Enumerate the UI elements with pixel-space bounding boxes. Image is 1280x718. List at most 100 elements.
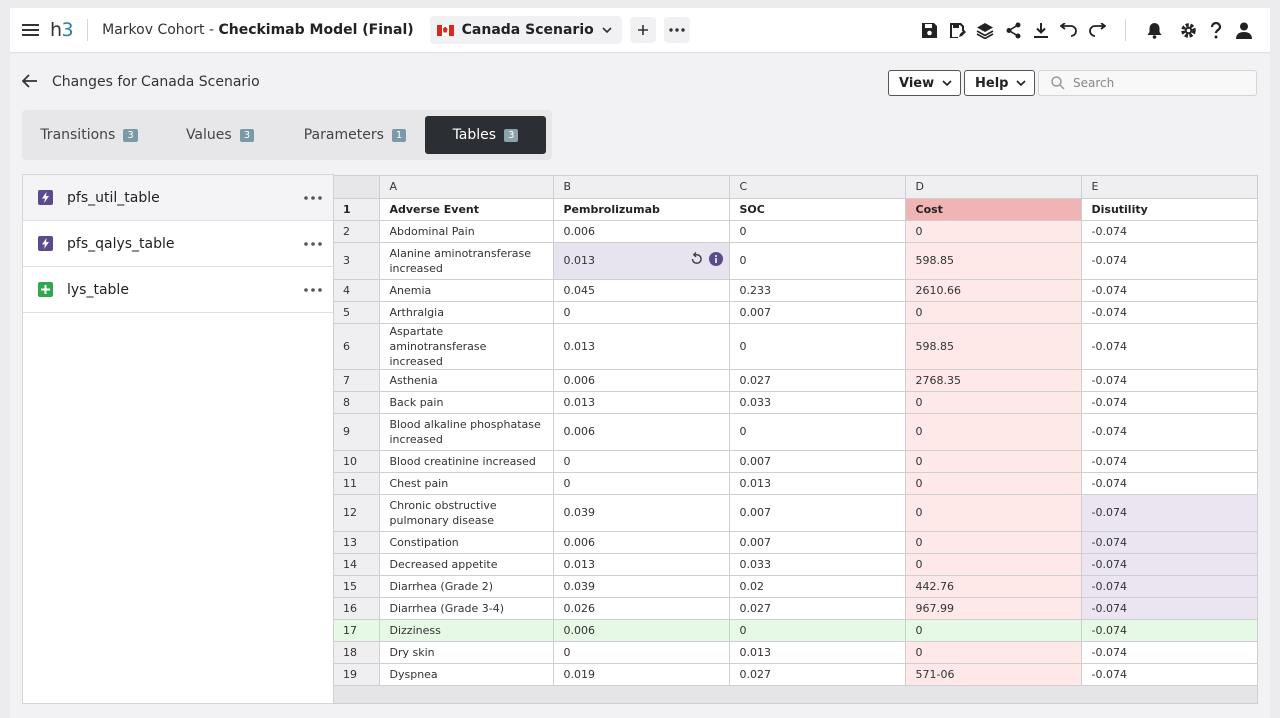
grid-cell[interactable]: 0 <box>729 619 906 642</box>
grid-cell[interactable]: 442.76 <box>905 575 1082 598</box>
grid-cell[interactable]: Diarrhea (Grade 3-4) <box>379 597 554 620</box>
grid-cell[interactable]: 0.026 <box>553 597 730 620</box>
grid-cell[interactable]: 0.013 <box>729 641 906 664</box>
tab-parameters[interactable]: Parameters 1 <box>294 116 416 154</box>
grid-cell[interactable]: 0.233 <box>729 279 906 302</box>
menu-icon[interactable] <box>22 23 40 37</box>
grid-cell[interactable]: 0.007 <box>729 494 906 532</box>
undo-icon[interactable] <box>1055 16 1083 44</box>
grid-cell[interactable]: -0.074 <box>1081 242 1258 280</box>
list-item-pfs-qalys-table[interactable]: pfs_qalys_table <box>23 221 334 267</box>
grid-cell[interactable]: Pembrolizumab <box>553 198 730 221</box>
grid-cell[interactable]: -0.074 <box>1081 413 1258 451</box>
grid-cell[interactable]: 0 <box>905 450 1082 473</box>
grid-cell[interactable]: 0 <box>905 413 1082 451</box>
list-item-pfs-util-table[interactable]: pfs_util_table <box>23 175 334 221</box>
grid-cell[interactable]: 0 <box>905 391 1082 414</box>
grid-cell[interactable]: 0.045 <box>553 279 730 302</box>
column-header[interactable]: D <box>905 176 1082 199</box>
back-arrow-icon[interactable] <box>22 74 38 88</box>
column-header[interactable]: E <box>1081 176 1258 199</box>
grid-cell[interactable]: 0.027 <box>729 369 906 392</box>
grid-cell[interactable]: Asthenia <box>379 369 554 392</box>
grid-cell[interactable]: 0.027 <box>729 597 906 620</box>
grid-cell[interactable]: -0.074 <box>1081 323 1258 370</box>
redo-icon[interactable] <box>1083 16 1111 44</box>
grid-cell[interactable]: -0.074 <box>1081 575 1258 598</box>
grid-cell[interactable]: 0 <box>729 220 906 243</box>
list-item-lys-table[interactable]: lys_table <box>23 267 334 313</box>
grid-cell[interactable]: 0.006 <box>553 531 730 554</box>
grid-cell[interactable]: 0.033 <box>729 553 906 576</box>
grid-cell[interactable]: 0 <box>729 323 906 370</box>
search-input[interactable]: Search <box>1038 70 1257 96</box>
grid-cell[interactable]: 0.013 <box>553 553 730 576</box>
grid-cell[interactable]: 0.039 <box>553 494 730 532</box>
grid-cell[interactable]: 598.85 <box>905 323 1082 370</box>
grid-cell[interactable]: -0.074 <box>1081 641 1258 664</box>
download-icon[interactable] <box>1027 16 1055 44</box>
grid-cell[interactable]: -0.074 <box>1081 450 1258 473</box>
grid-cell[interactable]: 0.019 <box>553 663 730 686</box>
grid-cell[interactable]: 0.007 <box>729 531 906 554</box>
grid-cell[interactable]: Dyspnea <box>379 663 554 686</box>
save-as-icon[interactable] <box>943 16 971 44</box>
grid-cell[interactable]: 0 <box>553 450 730 473</box>
grid-cell[interactable]: 0.013 <box>553 391 730 414</box>
help-icon[interactable] <box>1202 16 1230 44</box>
grid-cell[interactable]: -0.074 <box>1081 619 1258 642</box>
grid-cell[interactable]: 0.039 <box>553 575 730 598</box>
grid-cell[interactable]: 0 <box>729 242 906 280</box>
more-icon[interactable] <box>304 241 322 246</box>
more-icon[interactable] <box>304 287 322 292</box>
column-header[interactable]: A <box>379 176 554 199</box>
grid-cell[interactable]: 0 <box>553 472 730 495</box>
grid-cell[interactable]: 2768.35 <box>905 369 1082 392</box>
grid-cell[interactable]: -0.074 <box>1081 369 1258 392</box>
grid-cell[interactable]: 967.99 <box>905 597 1082 620</box>
grid-cell[interactable]: 0.006 <box>553 220 730 243</box>
layers-icon[interactable] <box>971 16 999 44</box>
grid-cell[interactable]: Abdominal Pain <box>379 220 554 243</box>
grid-cell[interactable]: 0.027 <box>729 663 906 686</box>
grid-cell[interactable]: 0 <box>905 220 1082 243</box>
grid-cell[interactable]: 0.033 <box>729 391 906 414</box>
more-icon[interactable] <box>304 195 322 200</box>
grid-cell[interactable]: Arthralgia <box>379 301 554 324</box>
scenario-more-button[interactable] <box>663 17 690 43</box>
grid-cell[interactable]: Adverse Event <box>379 198 554 221</box>
grid-cell[interactable]: 571-06 <box>905 663 1082 686</box>
grid-cell[interactable]: -0.074 <box>1081 597 1258 620</box>
grid-cell[interactable]: Chest pain <box>379 472 554 495</box>
grid-cell[interactable]: 0.007 <box>729 450 906 473</box>
grid-cell[interactable]: 0.02 <box>729 575 906 598</box>
grid-cell[interactable]: 0 <box>553 641 730 664</box>
grid-cell[interactable]: 0.006 <box>553 369 730 392</box>
grid-cell[interactable]: Disutility <box>1081 198 1258 221</box>
save-icon[interactable] <box>915 16 943 44</box>
grid-cell[interactable]: Constipation <box>379 531 554 554</box>
grid-cell[interactable]: Blood alkaline phosphatase increased <box>379 413 554 451</box>
grid-cell[interactable]: Alanine aminotransferase increased <box>379 242 554 280</box>
scenario-dropdown[interactable]: Canada Scenario <box>429 16 622 44</box>
grid-cell[interactable]: 0 <box>553 301 730 324</box>
view-dropdown[interactable]: View <box>888 70 962 96</box>
grid-cell[interactable]: -0.074 <box>1081 220 1258 243</box>
grid-cell[interactable]: SOC <box>729 198 906 221</box>
grid-cell[interactable]: Blood creatinine increased <box>379 450 554 473</box>
gear-icon[interactable] <box>1174 16 1202 44</box>
bell-icon[interactable] <box>1140 16 1168 44</box>
grid-cell[interactable]: -0.074 <box>1081 663 1258 686</box>
add-scenario-button[interactable] <box>629 17 656 43</box>
grid-cell[interactable]: 0 <box>905 494 1082 532</box>
grid-cell[interactable]: 0.006 <box>553 619 730 642</box>
grid-cell[interactable]: Diarrhea (Grade 2) <box>379 575 554 598</box>
app-logo[interactable]: h3 <box>50 19 74 41</box>
grid-cell[interactable]: Anemia <box>379 279 554 302</box>
grid-cell[interactable]: 598.85 <box>905 242 1082 280</box>
grid-cell[interactable]: Chronic obstructive pulmonary disease <box>379 494 554 532</box>
grid-cell[interactable]: 0.013 <box>553 323 730 370</box>
grid-cell[interactable]: 0.006 <box>553 413 730 451</box>
grid-cell[interactable]: -0.074 <box>1081 472 1258 495</box>
grid-cell[interactable]: 0 <box>905 641 1082 664</box>
